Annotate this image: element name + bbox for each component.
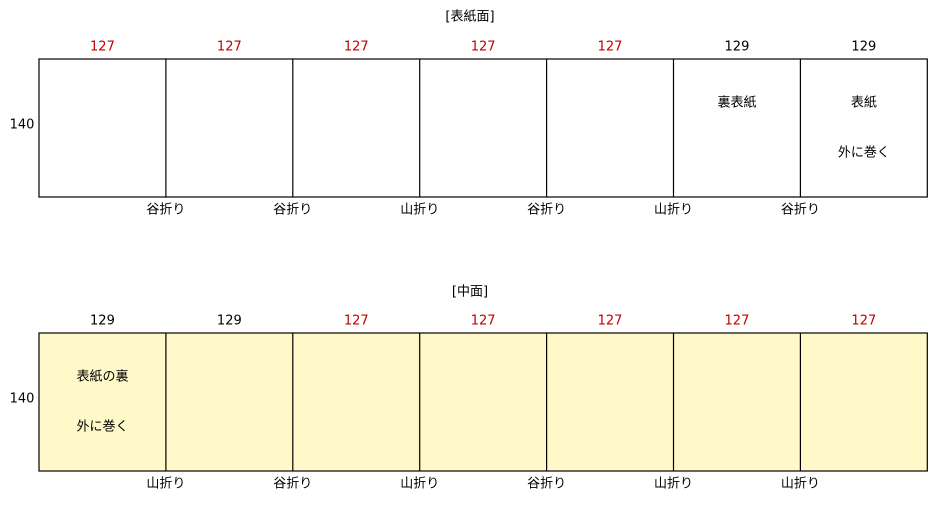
panel-width: 127 xyxy=(217,40,242,55)
panel-text: 裏表紙 xyxy=(717,96,756,111)
fold-label: 山折り xyxy=(781,477,820,492)
fold-label: 谷折り xyxy=(273,477,312,492)
fold-label: 山折り xyxy=(400,203,439,218)
panel-text: 外に巻く xyxy=(76,420,128,435)
panel-text: 表紙の裏 xyxy=(76,370,128,385)
panel-text: 表紙 xyxy=(851,96,877,111)
panel-width: 127 xyxy=(725,314,750,329)
panel-width: 127 xyxy=(471,314,496,329)
fold-label: 谷折り xyxy=(527,203,566,218)
height-label: 140 xyxy=(10,392,35,407)
panel-width: 127 xyxy=(598,40,623,55)
fold-label: 谷折り xyxy=(146,203,185,218)
panel-width: 129 xyxy=(90,314,115,329)
panel-width: 127 xyxy=(344,40,369,55)
panel-width: 129 xyxy=(217,314,242,329)
panel-width: 127 xyxy=(598,314,623,329)
panel-width: 127 xyxy=(344,314,369,329)
sheet xyxy=(38,58,928,198)
panel-width: 127 xyxy=(471,40,496,55)
panel-width: 129 xyxy=(725,40,750,55)
height-label: 140 xyxy=(10,118,35,133)
fold-label: 山折り xyxy=(400,477,439,492)
section-title: [表紙面] xyxy=(445,10,494,25)
fold-label: 谷折り xyxy=(527,477,566,492)
panel-width: 127 xyxy=(90,40,115,55)
sheet xyxy=(38,332,928,472)
fold-label: 谷折り xyxy=(781,203,820,218)
fold-label: 山折り xyxy=(654,203,693,218)
fold-label: 谷折り xyxy=(273,203,312,218)
section-title: [中面] xyxy=(452,285,488,300)
fold-label: 山折り xyxy=(146,477,185,492)
panel-text: 外に巻く xyxy=(838,146,890,161)
panel-width: 129 xyxy=(851,40,876,55)
fold-label: 山折り xyxy=(654,477,693,492)
panel-width: 127 xyxy=(851,314,876,329)
